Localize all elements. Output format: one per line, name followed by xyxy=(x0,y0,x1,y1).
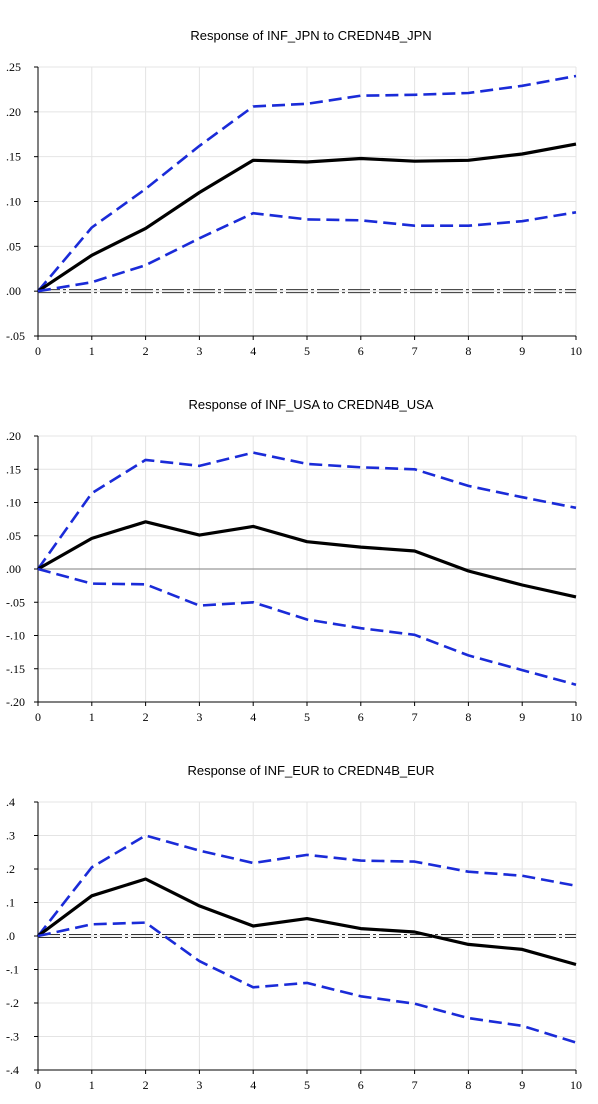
chart-title-usa: Response of INF_USA to CREDN4B_USA xyxy=(189,397,434,412)
x-tick-label: 2 xyxy=(143,710,149,724)
x-tick-label: 5 xyxy=(304,710,310,724)
y-tick-label: .00 xyxy=(6,562,21,576)
x-tick-label: 5 xyxy=(304,344,310,358)
x-tick-label: 2 xyxy=(143,1078,149,1092)
x-tick-label: 0 xyxy=(35,710,41,724)
y-tick-label: .15 xyxy=(6,462,21,476)
y-tick-label: -.15 xyxy=(6,662,25,676)
y-tick-label: -.10 xyxy=(6,629,25,643)
x-tick-label: 9 xyxy=(519,344,525,358)
y-tick-label: .10 xyxy=(6,496,21,510)
x-tick-label: 0 xyxy=(35,344,41,358)
x-tick-label: 7 xyxy=(412,1078,418,1092)
y-tick-label: -.4 xyxy=(6,1063,19,1077)
chart-jpn: Response of INF_JPN to CREDN4B_JPN 0 1 2 3 4 5… xyxy=(6,28,582,358)
y-tick-label: .10 xyxy=(6,195,21,209)
y-tick-label: .00 xyxy=(6,284,21,298)
y-tick-label: .2 xyxy=(6,862,15,876)
chart-eur: Response of INF_EUR to CREDN4B_EUR 0 1 2 3 4 5… xyxy=(6,763,582,1092)
y-tick-label: .4 xyxy=(6,795,15,809)
x-tick-label: 3 xyxy=(196,344,202,358)
x-tick-label: 7 xyxy=(412,344,418,358)
x-tick-label: 4 xyxy=(250,710,256,724)
y-tick-label: .3 xyxy=(6,829,15,843)
chart-title-eur: Response of INF_EUR to CREDN4B_EUR xyxy=(187,763,434,778)
y-tick-label: -.05 xyxy=(6,329,25,343)
x-tick-label: 6 xyxy=(358,344,364,358)
chart-panel-jpn: Response of INF_JPN to CREDN4B_JPN 0 1 2 3 4 5… xyxy=(0,0,598,368)
x-tick-label: 0 xyxy=(35,1078,41,1092)
series-line-response xyxy=(37,520,577,599)
series-line-response xyxy=(37,877,577,967)
y-tick-label: -.2 xyxy=(6,996,19,1010)
x-tick-label: 3 xyxy=(196,710,202,724)
y-tick-label: .25 xyxy=(6,60,21,74)
x-tick-label: 8 xyxy=(465,710,471,724)
x-tick-label: 1 xyxy=(89,1078,95,1092)
x-tick-label: 1 xyxy=(89,710,95,724)
series-line-upper xyxy=(36,451,577,570)
series-line-upper xyxy=(36,834,577,937)
y-tick-label: .0 xyxy=(6,929,15,943)
x-tick-label: 3 xyxy=(196,1078,202,1092)
y-tick-label: .20 xyxy=(6,429,21,443)
x-tick-label: 6 xyxy=(358,1078,364,1092)
y-tick-label: .15 xyxy=(6,150,21,164)
chart-title-jpn: Response of INF_JPN to CREDN4B_JPN xyxy=(190,28,431,43)
x-tick-label: 10 xyxy=(570,344,582,358)
series-line-upper xyxy=(37,74,577,293)
chart-panel-usa: Response of INF_USA to CREDN4B_USA 0 1 2 3 4 5… xyxy=(0,368,598,736)
x-tick-label: 4 xyxy=(250,344,256,358)
x-tick-label: 2 xyxy=(143,344,149,358)
x-tick-label: 8 xyxy=(465,344,471,358)
x-tick-label: 10 xyxy=(570,710,582,724)
y-tick-label: .05 xyxy=(6,239,21,253)
series-line-lower xyxy=(37,921,577,1044)
x-tick-label: 7 xyxy=(412,710,418,724)
series-line-lower xyxy=(37,211,577,293)
y-tick-label: .20 xyxy=(6,105,21,119)
x-tick-label: 9 xyxy=(519,710,525,724)
x-tick-label: 5 xyxy=(304,1078,310,1092)
y-tick-label: .1 xyxy=(6,896,15,910)
x-tick-label: 6 xyxy=(358,710,364,724)
chart-usa: Response of INF_USA to CREDN4B_USA 0 1 2 3 4 5… xyxy=(6,397,582,724)
y-tick-label: -.05 xyxy=(6,595,25,609)
x-tick-label: 9 xyxy=(519,1078,525,1092)
x-tick-label: 1 xyxy=(89,344,95,358)
x-tick-label: 8 xyxy=(465,1078,471,1092)
x-tick-label: 4 xyxy=(250,1078,256,1092)
series-line-response xyxy=(37,142,577,293)
y-tick-label: -.1 xyxy=(6,963,19,977)
series-line-lower xyxy=(37,567,577,686)
y-tick-label: -.20 xyxy=(6,695,25,709)
chart-panel-eur: Response of INF_EUR to CREDN4B_EUR 0 1 2 3 4 5… xyxy=(0,736,598,1104)
x-tick-label: 10 xyxy=(570,1078,582,1092)
y-tick-label: .05 xyxy=(6,529,21,543)
y-tick-label: -.3 xyxy=(6,1030,19,1044)
